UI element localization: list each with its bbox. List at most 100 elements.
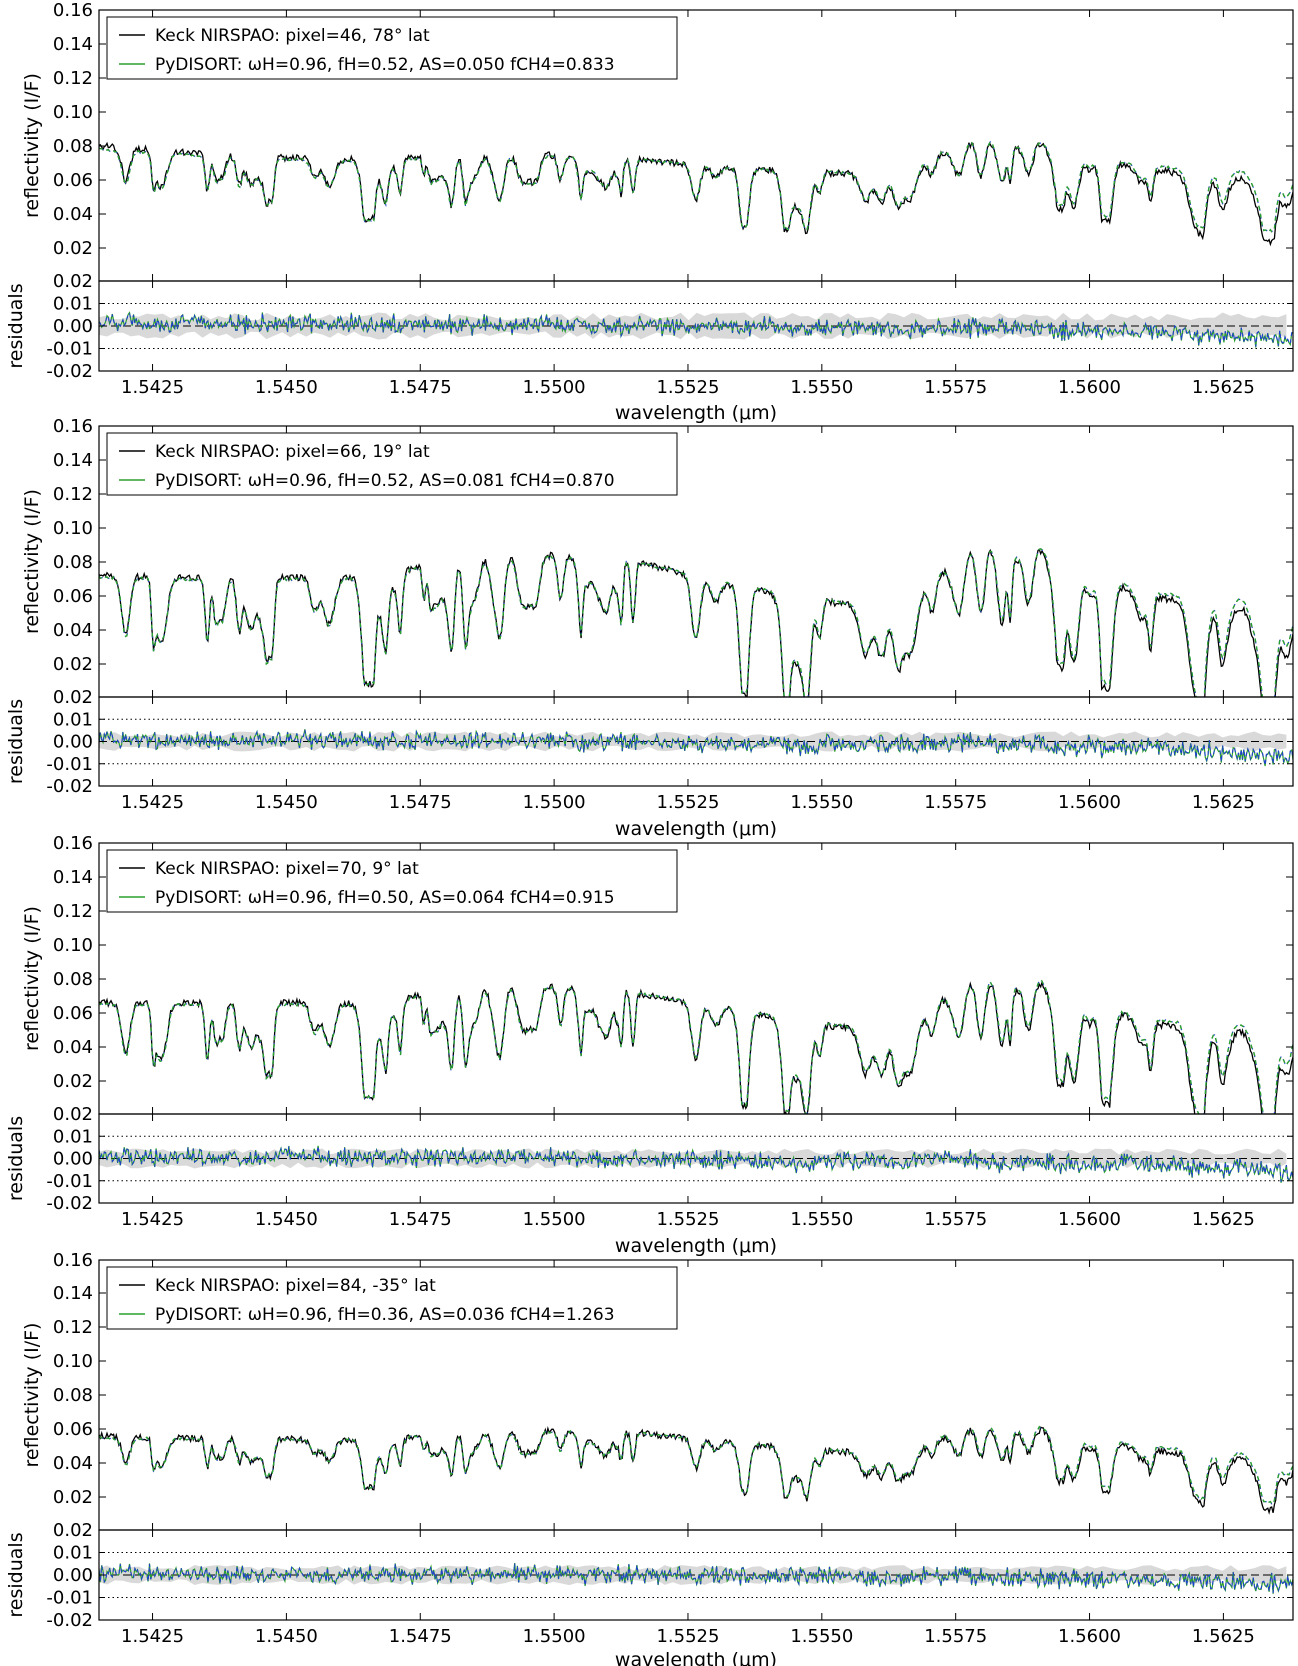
x-tick-label: 1.5450 (255, 1209, 318, 1230)
x-tick-label: 1.5475 (389, 1626, 452, 1647)
residual-y-tick-label: 0.01 (53, 709, 93, 730)
residual-y-tick-label: -0.01 (46, 754, 93, 775)
residual-y-tick-label: 0.02 (53, 271, 93, 292)
x-tick-label: 1.5475 (389, 377, 452, 398)
legend-box (106, 849, 678, 913)
y-tick-label: 0.02 (53, 654, 93, 675)
x-tick-label: 1.5625 (1192, 377, 1255, 398)
legend-entry: Keck NIRSPAO: pixel=66, 19° lat (155, 442, 430, 462)
residual-y-tick-label: 0.02 (53, 1104, 93, 1125)
x-tick-label: 1.5450 (255, 1626, 318, 1647)
x-axis-label: wavelength (μm) (615, 1235, 777, 1257)
y-tick-label: 0.14 (53, 867, 93, 888)
legend-box (106, 1266, 678, 1330)
residual-y-tick-label: 0.00 (53, 1149, 93, 1170)
residual-axis-label: residuals (5, 283, 27, 368)
residual-y-tick-label: -0.02 (46, 361, 93, 382)
x-tick-label: 1.5600 (1058, 1209, 1121, 1230)
y-tick-label: 0.10 (53, 935, 93, 956)
residual-y-tick-label: -0.01 (46, 1171, 93, 1192)
residual-y-tick-label: -0.02 (46, 1193, 93, 1214)
residual-blue-line (99, 1563, 1293, 1594)
spectrum-plot (99, 140, 1293, 247)
residual-y-tick-label: 0.01 (53, 1126, 93, 1147)
residual-y-tick-label: -0.01 (46, 1588, 93, 1609)
residual-y-tick-label: 0.01 (53, 294, 93, 315)
x-axis-label: wavelength (μm) (615, 818, 777, 840)
y-tick-label: 0.12 (53, 68, 93, 89)
spectrum-plot (99, 1425, 1293, 1515)
residual-y-tick-label: -0.02 (46, 776, 93, 797)
legend-entry: Keck NIRSPAO: pixel=70, 9° lat (155, 859, 419, 879)
y-tick-label: 0.04 (53, 620, 93, 641)
x-tick-label: 1.5525 (656, 792, 719, 813)
y-axis-label: reflectivity (I/F) (21, 489, 43, 634)
x-tick-label: 1.5450 (255, 377, 318, 398)
residual-y-tick-label: -0.02 (46, 1610, 93, 1631)
y-tick-label: 0.14 (53, 450, 93, 471)
y-tick-label: 0.16 (53, 1250, 93, 1271)
residual-y-tick-label: 0.00 (53, 732, 93, 753)
x-tick-label: 1.5425 (121, 792, 184, 813)
legend: Keck NIRSPAO: pixel=84, -35° lat PyDISORT… (106, 1266, 678, 1330)
y-tick-label: 0.14 (53, 1283, 93, 1304)
x-tick-label: 1.5625 (1192, 792, 1255, 813)
legend-entry: PyDISORT: ωH=0.96, fH=0.52, AS=0.081 fCH… (155, 471, 615, 491)
y-tick-label: 0.10 (53, 1351, 93, 1372)
x-tick-label: 1.5600 (1058, 1626, 1121, 1647)
y-tick-label: 0.12 (53, 484, 93, 505)
x-tick-label: 1.5550 (790, 792, 853, 813)
x-tick-label: 1.5500 (523, 377, 586, 398)
y-tick-label: 0.04 (53, 1453, 93, 1474)
residual-axis-label: residuals (5, 699, 27, 784)
x-tick-label: 1.5575 (924, 1626, 987, 1647)
y-tick-label: 0.14 (53, 34, 93, 55)
chart-panel-1: 0.02 0.04 0.06 0.08 0.10 0.12 0.14 0.16 reflecti… (5, 0, 1294, 424)
residual-y-tick-label: 0.02 (53, 687, 93, 708)
y-tick-label: 0.08 (53, 552, 93, 573)
x-tick-label: 1.5500 (523, 792, 586, 813)
y-tick-label: 0.02 (53, 1487, 93, 1508)
legend: Keck NIRSPAO: pixel=70, 9° lat PyDISORT: … (106, 849, 678, 913)
residual-y-tick-label: 0.01 (53, 1543, 93, 1564)
residual-green-line (99, 311, 1293, 348)
x-tick-label: 1.5425 (121, 1209, 184, 1230)
legend-box (106, 16, 678, 80)
residual-plot (99, 1552, 1293, 1598)
y-tick-label: 0.02 (53, 1071, 93, 1092)
model-spectrum-line (99, 140, 1293, 233)
y-tick-label: 0.04 (53, 204, 93, 225)
residual-blue-line (99, 1146, 1293, 1182)
x-tick-label: 1.5500 (523, 1209, 586, 1230)
residual-y-tick-label: 0.00 (53, 316, 93, 337)
residual-blue-line (99, 729, 1293, 766)
x-tick-label: 1.5425 (121, 1626, 184, 1647)
model-spectrum-line (99, 979, 1293, 1114)
legend: Keck NIRSPAO: pixel=46, 78° lat PyDISORT:… (106, 16, 678, 80)
x-axis-label: wavelength (μm) (615, 1649, 777, 1666)
y-axis-label: reflectivity (I/F) (21, 73, 43, 218)
residual-y-tick-label: -0.01 (46, 339, 93, 360)
y-tick-label: 0.12 (53, 1317, 93, 1338)
residual-plot (99, 718, 1293, 767)
x-tick-label: 1.5625 (1192, 1209, 1255, 1230)
legend-entry: Keck NIRSPAO: pixel=46, 78° lat (155, 26, 430, 46)
chart-panel-4: 0.02 0.04 0.06 0.08 0.10 0.12 0.14 0.16 reflecti… (5, 1250, 1294, 1666)
x-tick-label: 1.5525 (656, 377, 719, 398)
observed-spectrum-line (99, 1425, 1293, 1515)
y-tick-label: 0.02 (53, 238, 93, 259)
legend-entry: PyDISORT: ωH=0.96, fH=0.36, AS=0.036 fCH… (155, 1305, 615, 1325)
x-tick-label: 1.5600 (1058, 377, 1121, 398)
y-tick-label: 0.16 (53, 416, 93, 437)
x-tick-label: 1.5550 (790, 1209, 853, 1230)
legend-entry: PyDISORT: ωH=0.96, fH=0.50, AS=0.064 fCH… (155, 888, 615, 908)
y-tick-label: 0.16 (53, 833, 93, 854)
chart-panel-2: 0.02 0.04 0.06 0.08 0.10 0.12 0.14 0.16 reflecti… (5, 416, 1294, 840)
observed-spectrum-line (99, 141, 1293, 247)
x-tick-label: 1.5475 (389, 1209, 452, 1230)
residual-plot (99, 303, 1293, 349)
residual-y-tick-label: 0.00 (53, 1565, 93, 1586)
x-tick-label: 1.5575 (924, 792, 987, 813)
y-tick-label: 0.06 (53, 586, 93, 607)
